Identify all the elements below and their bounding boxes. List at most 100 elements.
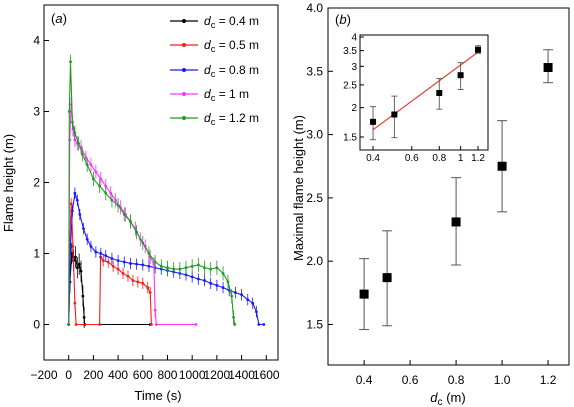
inset-y-tick-label: 2 <box>351 103 357 114</box>
x-tick-label: −200 <box>30 368 57 382</box>
data-point <box>221 286 225 289</box>
data-point <box>257 323 261 326</box>
y-tick-label: 1.5 <box>306 317 323 331</box>
inset-data-point <box>436 89 443 96</box>
data-point <box>106 260 110 264</box>
data-point <box>246 298 250 302</box>
data-point <box>70 252 74 255</box>
data-point <box>543 63 553 72</box>
data-point <box>104 254 108 258</box>
inset-data-point <box>457 72 464 79</box>
inset-point-group <box>391 95 398 139</box>
legend-entry: dc = 0.4 m <box>170 14 259 30</box>
data-point <box>230 294 234 298</box>
data-point <box>382 273 392 283</box>
data-point <box>109 191 113 195</box>
legend-label: dc = 1.2 m <box>204 111 259 127</box>
data-point <box>69 245 72 248</box>
legend-entry: dc = 0.8 m <box>170 63 259 79</box>
inset-point-group <box>475 45 482 54</box>
data-point <box>78 213 82 216</box>
legend-label: dc = 0.5 m <box>204 38 259 54</box>
data-point <box>94 250 98 254</box>
plot-area <box>67 54 266 329</box>
y-tick-label: 2.5 <box>306 191 323 205</box>
data-point <box>497 161 507 171</box>
x-tick-label: 0.6 <box>402 373 419 387</box>
inset-data-point <box>391 111 398 118</box>
data-point <box>81 294 85 298</box>
data-point <box>80 152 84 156</box>
data-point <box>116 267 120 271</box>
data-point <box>84 156 88 160</box>
plot-frame <box>43 4 279 361</box>
data-point <box>240 293 243 297</box>
data-point <box>75 266 79 270</box>
data-point <box>77 262 81 266</box>
data-point <box>221 271 225 275</box>
data-point <box>166 266 169 270</box>
data-point <box>94 170 98 174</box>
data-point <box>159 264 163 268</box>
data-point <box>153 260 157 264</box>
x-tick-label: 1000 <box>179 368 206 382</box>
data-point <box>451 217 461 227</box>
data-point <box>226 280 230 284</box>
inset-point-group <box>457 62 464 90</box>
x-tick-label: 1200 <box>204 368 231 382</box>
data-point <box>196 263 200 267</box>
data-point <box>131 279 135 282</box>
data-point <box>153 308 157 312</box>
data-point <box>233 291 237 294</box>
legend-marker <box>182 19 186 23</box>
legend-entry: dc = 1.2 m <box>170 111 259 127</box>
data-point <box>99 252 103 255</box>
data-point <box>71 245 75 248</box>
data-point <box>152 262 156 266</box>
series-0.8m <box>67 187 266 326</box>
y-tick-label: 4 <box>33 34 40 48</box>
legend-label: dc = 0.8 m <box>204 63 259 79</box>
data-point <box>74 255 77 259</box>
data-point <box>101 259 105 262</box>
data-point <box>147 264 151 268</box>
data-point <box>111 264 115 268</box>
panel-label: (a) <box>51 11 67 26</box>
data-point <box>114 198 118 202</box>
legend: dc = 0.4 m dc = 0.5 m dc = 0.8 m dc = 1 m dc… <box>170 14 259 127</box>
legend-marker <box>182 92 186 96</box>
x-tick-label: 400 <box>108 368 128 382</box>
y-tick-label: 2 <box>33 176 40 190</box>
y-tick-label: 3.5 <box>306 64 323 78</box>
data-point <box>196 277 200 281</box>
data-point <box>122 213 126 216</box>
data-point <box>178 267 182 271</box>
data-point <box>73 191 77 195</box>
data-point <box>359 289 369 299</box>
inset-x-tick-label: 1.2 <box>471 153 485 164</box>
legend-marker <box>182 116 186 120</box>
data-point <box>110 257 114 260</box>
series-max-flame-height <box>359 49 554 331</box>
inset-y-tick-label: 1.5 <box>343 132 357 143</box>
data-point <box>233 323 237 326</box>
x-tick-label: 200 <box>83 368 103 382</box>
data-point <box>154 323 158 326</box>
data-point <box>104 191 108 195</box>
x-tick-label: 1.2 <box>540 373 557 387</box>
y-axis-label: Flame height (m) <box>1 134 16 232</box>
series-line <box>68 192 264 326</box>
data-point <box>150 323 153 326</box>
data-point <box>77 142 80 145</box>
data-point <box>184 266 188 270</box>
data-point <box>110 198 114 202</box>
data-point-group <box>543 49 554 84</box>
data-point <box>67 110 71 113</box>
series-1m <box>67 97 198 326</box>
inset-x-tick-label: 0.6 <box>405 153 419 164</box>
x-axis-label: Time (s) <box>134 388 181 403</box>
panel-label: (b) <box>335 12 351 27</box>
data-point <box>85 237 89 241</box>
data-point <box>251 301 255 305</box>
inset-y-tick-label: 4 <box>351 33 357 44</box>
